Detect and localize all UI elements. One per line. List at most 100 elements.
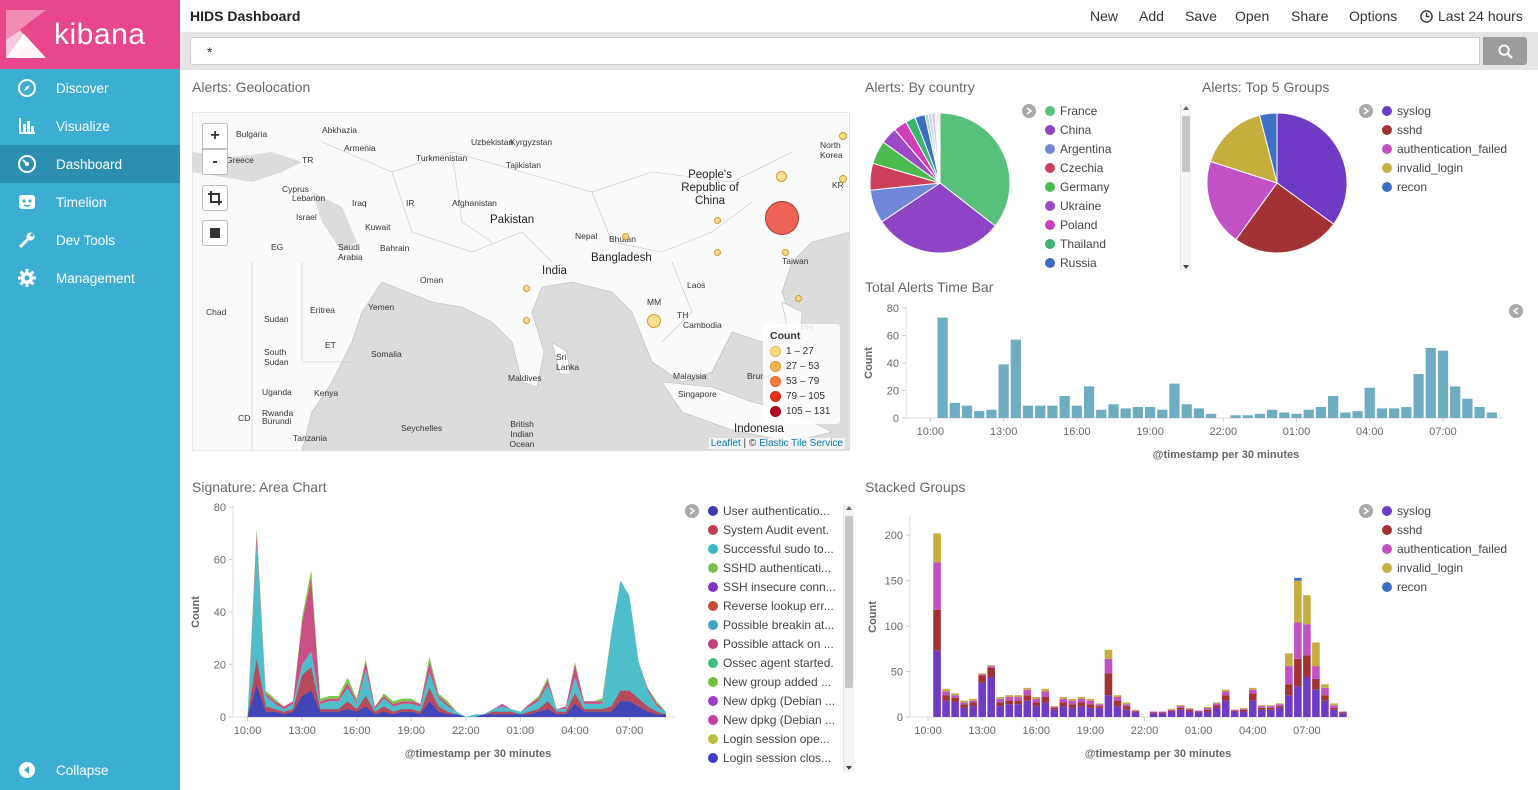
map-marker[interactable] [765, 201, 799, 235]
stacked-bar-segment[interactable] [1312, 642, 1320, 667]
stacked-bar-segment[interactable] [1339, 712, 1347, 714]
stacked-bar-segment[interactable] [1230, 711, 1239, 717]
stacked-bar-segment[interactable] [1185, 708, 1194, 710]
stacked-bar-segment[interactable] [996, 697, 1004, 699]
bar[interactable] [937, 317, 948, 418]
stacked-bar-segment[interactable] [1068, 698, 1077, 701]
stacked-bar-segment[interactable] [987, 665, 995, 667]
stacked-bar-segment[interactable] [1167, 708, 1176, 710]
stacked-bar-segment[interactable] [1050, 706, 1059, 707]
bar[interactable] [1242, 415, 1253, 418]
stacked-bar-segment[interactable] [1185, 709, 1194, 712]
stacked-bar-segment[interactable] [1230, 710, 1239, 712]
area-series[interactable] [238, 659, 666, 717]
stacked-bar-segment[interactable] [1113, 695, 1122, 697]
stacked-bar-segment[interactable] [996, 702, 1004, 707]
legend-item[interactable]: China [1045, 123, 1091, 137]
stacked-bar-segment[interactable] [1158, 713, 1167, 717]
stacked-bar-segment[interactable] [1267, 705, 1275, 707]
bar[interactable] [1022, 405, 1034, 418]
map-marker[interactable] [776, 171, 787, 182]
stacked-bar-segment[interactable] [1312, 678, 1320, 690]
bar[interactable] [1132, 407, 1144, 418]
stacked-bar-segment[interactable] [1104, 673, 1113, 696]
stacked-bar-segment[interactable] [960, 700, 968, 703]
stacked-bar-segment[interactable] [1041, 691, 1050, 697]
scrollbar-thumb[interactable] [1182, 116, 1190, 172]
stacked-bar-segment[interactable] [1113, 706, 1122, 717]
bar[interactable] [1230, 415, 1241, 418]
stacked-bar-segment[interactable] [1303, 677, 1311, 717]
stacked-bar-segment[interactable] [1122, 702, 1131, 705]
stacked-bar-segment[interactable] [1185, 711, 1194, 717]
stacked-bar-segment[interactable] [1032, 702, 1041, 707]
nav-dev-tools[interactable]: Dev Tools [0, 221, 180, 259]
bar[interactable] [1315, 407, 1327, 418]
stacked-bar-segment[interactable] [1339, 711, 1347, 713]
stacked-bar-segment[interactable] [1258, 705, 1266, 707]
map-marker[interactable] [714, 249, 721, 256]
stacked-bar-segment[interactable] [1023, 700, 1032, 717]
stacked-bar-segment[interactable] [1212, 707, 1221, 717]
stacked-bar-segment[interactable] [1258, 709, 1266, 717]
stacked-bar-segment[interactable] [1167, 711, 1176, 717]
legend-toggle-button[interactable] [1022, 104, 1036, 118]
legend-item[interactable]: New group added ... [708, 675, 831, 689]
legend-item[interactable]: Login session clos... [708, 751, 831, 765]
stacked-bar-segment[interactable] [1258, 707, 1266, 710]
stacked-bar-segment[interactable] [1221, 695, 1230, 701]
stacked-groups-chart[interactable]: 0 50 100 150 200 10:00 13:00 16:00 19:00 22:00 01:… [858, 497, 1358, 767]
stacked-bar-segment[interactable] [1294, 658, 1302, 687]
pie-slice[interactable] [1206, 160, 1278, 241]
stacked-bar-segment[interactable] [960, 702, 968, 705]
bar[interactable] [1181, 404, 1192, 418]
zoom-out-button[interactable]: - [202, 149, 228, 175]
nav-dashboard[interactable]: Dashboard [0, 145, 180, 183]
stacked-bar-segment[interactable] [987, 667, 995, 677]
bar[interactable] [1144, 407, 1156, 418]
stacked-bar-segment[interactable] [1212, 703, 1221, 706]
bar[interactable] [1108, 404, 1119, 418]
stacked-bar-segment[interactable] [1167, 710, 1176, 712]
legend-toggle-button[interactable] [1509, 304, 1523, 318]
legend-item[interactable]: Thailand [1045, 237, 1106, 251]
bar[interactable] [1083, 386, 1095, 418]
bar[interactable] [1169, 383, 1180, 418]
legend-scrollbar[interactable] [1180, 104, 1191, 271]
stacked-bar-segment[interactable] [996, 698, 1004, 703]
stacked-bar-segment[interactable] [1230, 709, 1239, 711]
stacked-bar-segment[interactable] [1276, 706, 1284, 708]
stacked-bar-segment[interactable] [1285, 695, 1293, 717]
stacked-bar-segment[interactable] [951, 695, 959, 698]
bar[interactable] [961, 405, 973, 418]
stacked-bar-segment[interactable] [1221, 691, 1230, 696]
legend-item[interactable]: syslog [1382, 104, 1431, 118]
stacked-bar-segment[interactable] [1194, 711, 1203, 713]
stacked-bar-segment[interactable] [960, 707, 968, 717]
stacked-bar-segment[interactable] [1321, 684, 1329, 688]
stacked-bar-segment[interactable] [942, 691, 950, 696]
stacked-bar-segment[interactable] [1248, 693, 1257, 701]
nav-discover[interactable]: Discover [0, 69, 180, 107]
stacked-bar-segment[interactable] [1005, 697, 1014, 701]
stacked-bar-segment[interactable] [969, 706, 977, 717]
stacked-bar-segment[interactable] [1131, 712, 1140, 717]
stacked-bar-segment[interactable] [1303, 624, 1311, 656]
map-marker[interactable] [839, 132, 847, 140]
stacked-bar-segment[interactable] [969, 698, 977, 701]
bar[interactable] [1035, 405, 1046, 418]
stacked-bar-segment[interactable] [1248, 689, 1257, 694]
stacked-bar-segment[interactable] [1158, 712, 1167, 714]
stacked-bar-segment[interactable] [1267, 707, 1275, 710]
stacked-bar-segment[interactable] [1041, 688, 1050, 692]
legend-item[interactable]: France [1045, 104, 1097, 118]
bar[interactable] [1389, 408, 1400, 418]
stacked-bar-segment[interactable] [1194, 710, 1203, 712]
stacked-bar-segment[interactable] [1077, 702, 1086, 707]
time-picker[interactable]: Last 24 hours [1420, 8, 1523, 24]
stacked-bar-segment[interactable] [1122, 706, 1131, 710]
stacked-bar-segment[interactable] [1077, 697, 1086, 699]
stacked-bar-segment[interactable] [1294, 580, 1302, 623]
scroll-up-icon[interactable] [845, 504, 853, 512]
stacked-bar-segment[interactable] [1095, 704, 1104, 707]
